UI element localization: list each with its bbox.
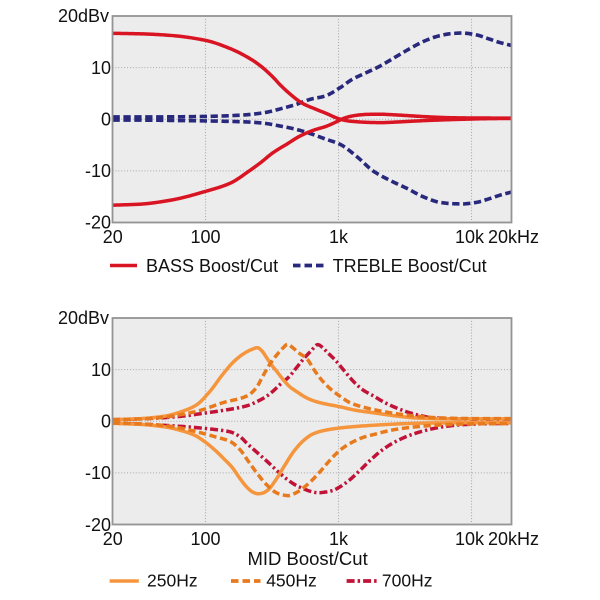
svg-text:250Hz: 250Hz	[147, 571, 198, 591]
svg-text:0: 0	[101, 110, 111, 130]
svg-text:-10: -10	[85, 161, 111, 181]
svg-text:TREBLE Boost/Cut: TREBLE Boost/Cut	[333, 256, 487, 276]
svg-text:-20: -20	[85, 213, 111, 233]
svg-text:20: 20	[103, 227, 123, 247]
svg-text:0: 0	[101, 412, 111, 432]
svg-text:20: 20	[103, 529, 123, 549]
svg-text:20kHz: 20kHz	[488, 529, 539, 549]
svg-text:100: 100	[190, 227, 220, 247]
svg-text:1k: 1k	[329, 529, 349, 549]
svg-text:10k: 10k	[455, 227, 485, 247]
svg-text:10: 10	[91, 58, 111, 78]
svg-text:700Hz: 700Hz	[382, 571, 433, 591]
svg-text:MID Boost/Cut: MID Boost/Cut	[247, 548, 367, 569]
svg-text:100: 100	[190, 529, 220, 549]
svg-text:BASS Boost/Cut: BASS Boost/Cut	[146, 256, 278, 276]
svg-text:10: 10	[91, 360, 111, 380]
svg-text:-10: -10	[85, 463, 111, 483]
svg-text:20kHz: 20kHz	[488, 227, 539, 247]
svg-text:450Hz: 450Hz	[266, 571, 317, 591]
svg-text:20dBv: 20dBv	[58, 6, 109, 26]
svg-text:1k: 1k	[329, 227, 349, 247]
svg-text:10k: 10k	[455, 529, 485, 549]
svg-text:20dBv: 20dBv	[58, 308, 109, 328]
svg-text:-20: -20	[85, 515, 111, 535]
